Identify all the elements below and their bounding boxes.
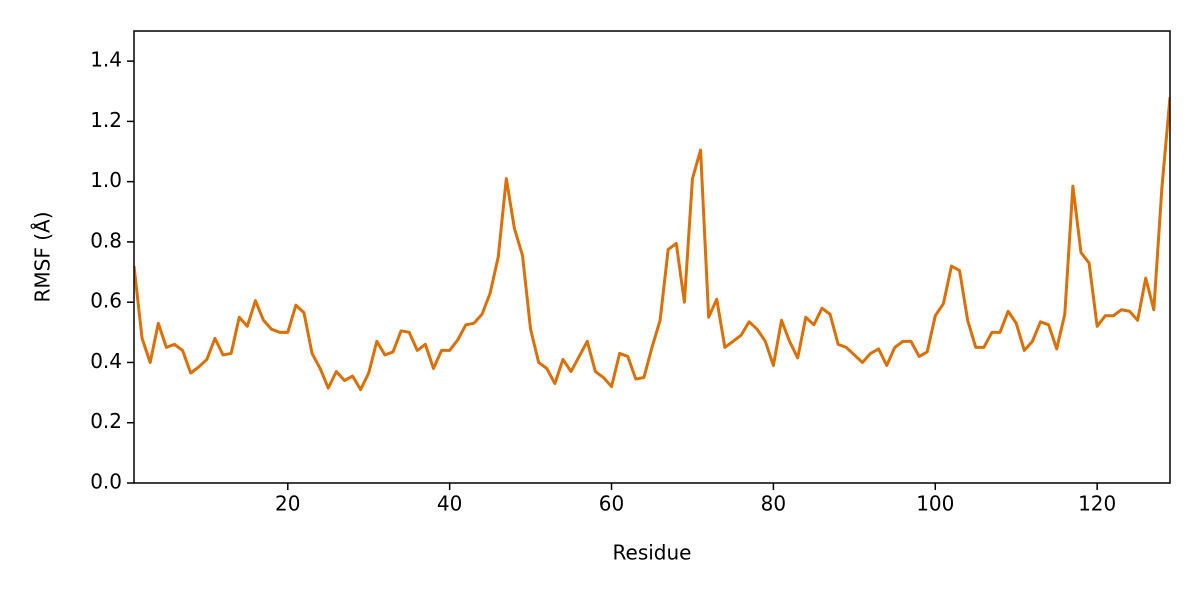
y-tick-label: 0.0 [90, 470, 122, 494]
y-tick-label: 1.0 [90, 168, 122, 192]
x-tick-label: 100 [916, 492, 954, 516]
y-tick-label: 1.4 [90, 48, 122, 72]
x-tick-label: 120 [1078, 492, 1116, 516]
line [134, 97, 1170, 392]
y-tick-label: 0.6 [90, 289, 122, 313]
x-tick-label: 20 [275, 492, 300, 516]
x-tick-label: 40 [437, 492, 462, 516]
y-tick-label: 0.8 [90, 228, 122, 252]
y-tick-label: 1.2 [90, 108, 122, 132]
y-tick-label: 0.2 [90, 409, 122, 433]
x-axis-label: Residue [613, 541, 692, 565]
x-tick-label: 80 [761, 492, 786, 516]
plot-frame [133, 30, 1171, 484]
y-axis-label: RMSF (Å) [31, 212, 55, 303]
y-tick-label: 0.4 [90, 349, 122, 373]
x-tick-label: 60 [599, 492, 624, 516]
